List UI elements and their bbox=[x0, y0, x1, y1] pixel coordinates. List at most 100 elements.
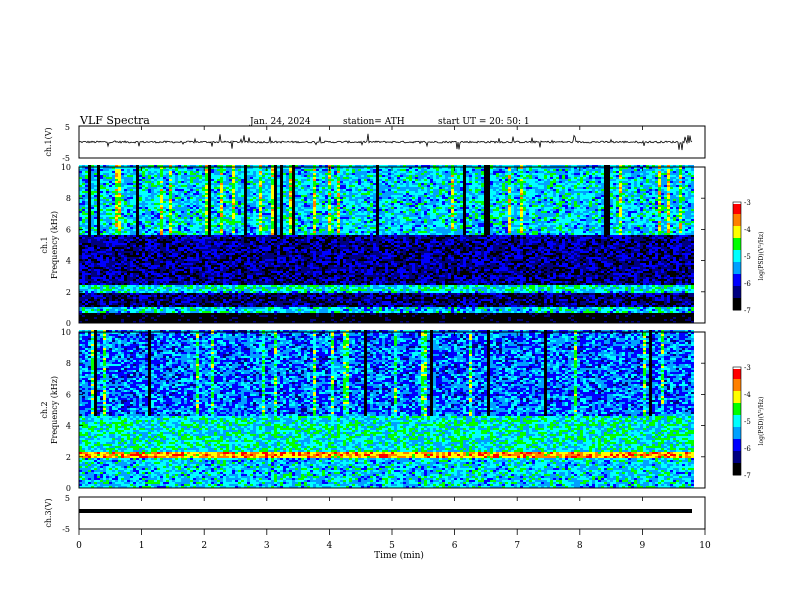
time-axis-tick-label: 1 bbox=[139, 541, 145, 551]
spec1-ytick: 6 bbox=[66, 225, 71, 234]
colorbar-cell bbox=[733, 258, 741, 261]
time-axis-tick-label: 10 bbox=[699, 541, 711, 551]
colorbar-cell bbox=[733, 222, 741, 225]
colorbar-cell bbox=[733, 377, 741, 380]
colorbar-cell bbox=[733, 212, 741, 215]
time-axis: 0 1 2 3 4 5 6 7 8 9 10 bbox=[76, 126, 711, 551]
colorbar-cell bbox=[733, 425, 741, 428]
time-axis-tick-label: 8 bbox=[577, 541, 583, 551]
colorbar-label: log(PSD)(V²/Hz) bbox=[758, 232, 765, 281]
colorbar-cell bbox=[733, 447, 741, 450]
colorbar-cell bbox=[733, 256, 741, 259]
ch1-colorbar: -3 -4 -5 -6 -7 log(PSD)(V²/Hz) bbox=[732, 199, 765, 315]
spec2-ytick: 4 bbox=[66, 422, 71, 431]
colorbar-cell bbox=[733, 403, 741, 406]
colorbar-cell bbox=[733, 274, 741, 277]
colorbar-cell bbox=[733, 298, 741, 301]
ch3-ytick-top: 5 bbox=[65, 494, 70, 503]
colorbar-cell bbox=[733, 407, 741, 410]
colorbar-cell bbox=[733, 401, 741, 404]
colorbar-cell bbox=[733, 248, 741, 251]
colorbar-tick-label: -5 bbox=[744, 253, 751, 261]
colorbar-label: log(PSD)(V²/Hz) bbox=[758, 397, 765, 446]
colorbar-cell bbox=[733, 266, 741, 269]
colorbar-cell bbox=[733, 383, 741, 386]
colorbar-cell bbox=[733, 373, 741, 376]
colorbar-cell bbox=[733, 302, 741, 305]
colorbar-cell bbox=[733, 220, 741, 223]
colorbar-cell bbox=[733, 246, 741, 249]
colorbar-cell bbox=[733, 419, 741, 422]
time-axis-tick-label: 3 bbox=[264, 541, 270, 551]
ch2-spectrogram-panel: 0 2 4 6 8 10 ch.2 Frequency (kHz) bbox=[40, 328, 706, 493]
spec1-ytick: 4 bbox=[66, 257, 71, 266]
colorbar-cell bbox=[733, 204, 741, 207]
colorbar-cell bbox=[733, 304, 741, 307]
colorbar-cell bbox=[733, 206, 741, 209]
ch1-channel-label: ch.1 bbox=[40, 236, 49, 253]
colorbar-cell bbox=[733, 367, 741, 370]
spec1-ytick: 8 bbox=[66, 194, 71, 203]
colorbar-tick-label: -6 bbox=[744, 280, 751, 288]
colorbar-cell bbox=[733, 399, 741, 402]
spec1-ytick: 10 bbox=[61, 163, 71, 172]
colorbar-cell bbox=[733, 202, 741, 205]
colorbar-cell bbox=[733, 232, 741, 235]
colorbar-cell bbox=[733, 405, 741, 408]
spec2-ytick: 2 bbox=[66, 453, 71, 462]
figure-title: VLF Spectra bbox=[79, 114, 150, 127]
colorbar-cell bbox=[733, 288, 741, 291]
colorbar-cell bbox=[733, 280, 741, 283]
colorbar-cell bbox=[733, 445, 741, 448]
colorbar-cell bbox=[733, 254, 741, 257]
colorbar-cell bbox=[733, 467, 741, 470]
spec2-ytick: 6 bbox=[66, 390, 71, 399]
ch1-frequency-label: Frequency (kHz) bbox=[50, 211, 59, 279]
spec1-ytick: 0 bbox=[66, 319, 71, 328]
colorbar-tick-label: -7 bbox=[744, 472, 751, 480]
colorbar-cell bbox=[733, 234, 741, 237]
colorbar-cell bbox=[733, 264, 741, 267]
colorbar-tick-label: -6 bbox=[744, 445, 751, 453]
time-axis-tick-label: 9 bbox=[640, 541, 646, 551]
colorbar-cell bbox=[733, 439, 741, 442]
time-axis-tick-label: 4 bbox=[327, 541, 333, 551]
colorbar-cell bbox=[733, 437, 741, 440]
colorbar-cell bbox=[733, 306, 741, 309]
colorbar-cell bbox=[733, 296, 741, 299]
colorbar-cell bbox=[733, 236, 741, 239]
colorbar-cell bbox=[733, 415, 741, 418]
colorbar-cell bbox=[733, 385, 741, 388]
time-axis-tick-label: 5 bbox=[389, 541, 395, 551]
colorbar-cell bbox=[733, 276, 741, 279]
colorbar-cell bbox=[733, 471, 741, 474]
colorbar-cell bbox=[733, 433, 741, 436]
colorbar-cell bbox=[733, 441, 741, 444]
ch1-ylabel: ch.1(V) bbox=[44, 127, 53, 156]
colorbar-cell bbox=[733, 262, 741, 265]
colorbar-cell bbox=[733, 286, 741, 289]
ch1-trace bbox=[78, 133, 693, 151]
colorbar-cell bbox=[733, 381, 741, 384]
colorbar-frame bbox=[732, 201, 742, 311]
colorbar-cell bbox=[733, 252, 741, 255]
colorbar-cell bbox=[733, 369, 741, 372]
colorbar-cell bbox=[733, 375, 741, 378]
colorbar-cell bbox=[733, 451, 741, 454]
colorbar-cell bbox=[733, 292, 741, 295]
colorbar-cell bbox=[733, 391, 741, 394]
colorbar-cell bbox=[733, 218, 741, 221]
colorbar-cell bbox=[733, 387, 741, 390]
colorbar-cell bbox=[733, 294, 741, 297]
colorbar-cell bbox=[733, 417, 741, 420]
colorbar-cell bbox=[733, 284, 741, 287]
ch1-ytick-top: 5 bbox=[65, 123, 70, 132]
colorbar-cell bbox=[733, 210, 741, 213]
colorbar-cell bbox=[733, 427, 741, 430]
colorbar-cell bbox=[733, 379, 741, 382]
colorbar-tick-label: -3 bbox=[744, 199, 751, 207]
colorbar-cell bbox=[733, 278, 741, 281]
colorbar-cell bbox=[733, 453, 741, 456]
colorbar-cell bbox=[733, 216, 741, 219]
